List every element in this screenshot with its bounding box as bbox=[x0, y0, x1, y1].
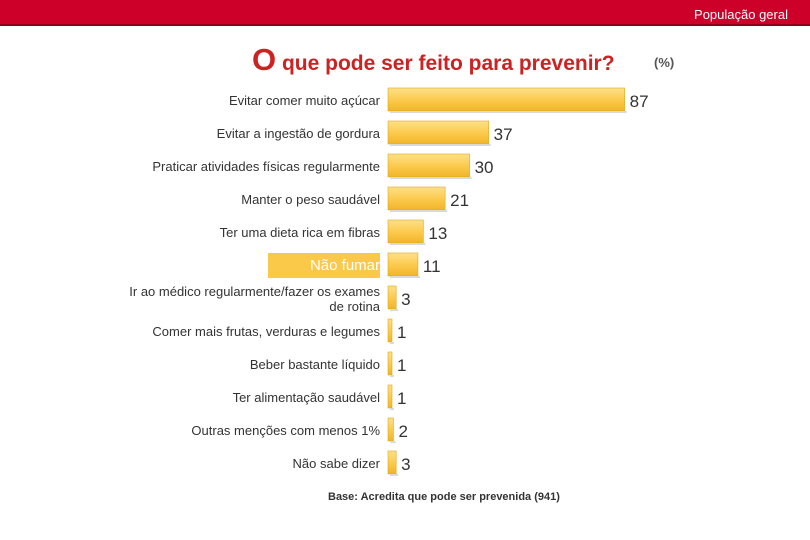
population-label: População geral bbox=[694, 7, 788, 22]
category-label-7: Comer mais frutas, verduras e legumes bbox=[152, 324, 380, 339]
category-label-3: Manter o peso saudável bbox=[241, 192, 380, 207]
bar-shadow-5 bbox=[390, 276, 420, 278]
category-label-9: Ter alimentação saudável bbox=[233, 390, 381, 405]
bar-shadow-4 bbox=[390, 243, 426, 245]
bar-shadow-9 bbox=[390, 408, 394, 410]
chart-title: O que pode ser feito para prevenir? bbox=[252, 42, 615, 78]
chart-title-rest: que pode ser feito para prevenir? bbox=[276, 52, 615, 75]
bar-shadow-2 bbox=[390, 177, 472, 179]
value-label-11: 3 bbox=[401, 455, 410, 474]
bar-5 bbox=[387, 252, 419, 277]
value-label-1: 37 bbox=[494, 125, 513, 144]
bar-shadow-11 bbox=[390, 474, 399, 476]
top-bar: População geral bbox=[0, 0, 810, 26]
bar-6 bbox=[387, 285, 397, 310]
highlight-box bbox=[268, 253, 380, 278]
footnote: Base: Acredita que pode ser prevenida (9… bbox=[328, 491, 560, 503]
bar-shadow-10 bbox=[390, 441, 396, 443]
category-label-5: Não fumar bbox=[310, 257, 380, 274]
category-label-8: Beber bastante líquido bbox=[250, 357, 380, 372]
category-label-10: Outras menções com menos 1% bbox=[191, 423, 380, 438]
category-label-6-1: de rotina bbox=[329, 299, 380, 314]
bar-shadow-3 bbox=[390, 210, 448, 212]
bar-shadow-1 bbox=[390, 144, 491, 146]
bar-9 bbox=[387, 384, 393, 409]
category-label-6-0: Ir ao médico regularmente/fazer os exame… bbox=[129, 284, 380, 299]
bar-10 bbox=[387, 417, 394, 442]
value-label-0: 87 bbox=[630, 92, 649, 111]
bar-shadow-8 bbox=[390, 375, 394, 377]
category-label-0: Evitar comer muito açúcar bbox=[229, 93, 381, 108]
bar-7 bbox=[387, 318, 393, 343]
value-label-5: 11 bbox=[423, 257, 441, 276]
bar-shadow-7 bbox=[390, 342, 394, 344]
value-label-10: 2 bbox=[398, 422, 407, 441]
value-label-4: 13 bbox=[428, 224, 447, 243]
bar-shadow-0 bbox=[390, 111, 627, 113]
value-label-3: 21 bbox=[450, 191, 469, 210]
bar-11 bbox=[387, 450, 397, 475]
category-label-2: Praticar atividades físicas regularmente bbox=[152, 159, 380, 174]
category-label-4: Ter uma dieta rica em fibras bbox=[220, 225, 381, 240]
bar-0 bbox=[387, 87, 625, 112]
bar-2 bbox=[387, 153, 470, 178]
bar-4 bbox=[387, 219, 424, 244]
value-label-6: 3 bbox=[401, 290, 410, 309]
value-label-8: 1 bbox=[397, 356, 406, 375]
bar-3 bbox=[387, 186, 446, 211]
category-label-1: Evitar a ingestão de gordura bbox=[217, 126, 381, 141]
value-label-9: 1 bbox=[397, 389, 406, 408]
bar-1 bbox=[387, 120, 489, 145]
value-label-2: 30 bbox=[475, 158, 494, 177]
chart-title-first: O bbox=[252, 42, 277, 77]
category-label-11: Não sabe dizer bbox=[293, 456, 381, 471]
value-label-7: 1 bbox=[397, 323, 406, 342]
bar-8 bbox=[387, 351, 393, 376]
unit-label: (%) bbox=[654, 55, 675, 70]
bar-shadow-6 bbox=[390, 309, 399, 311]
